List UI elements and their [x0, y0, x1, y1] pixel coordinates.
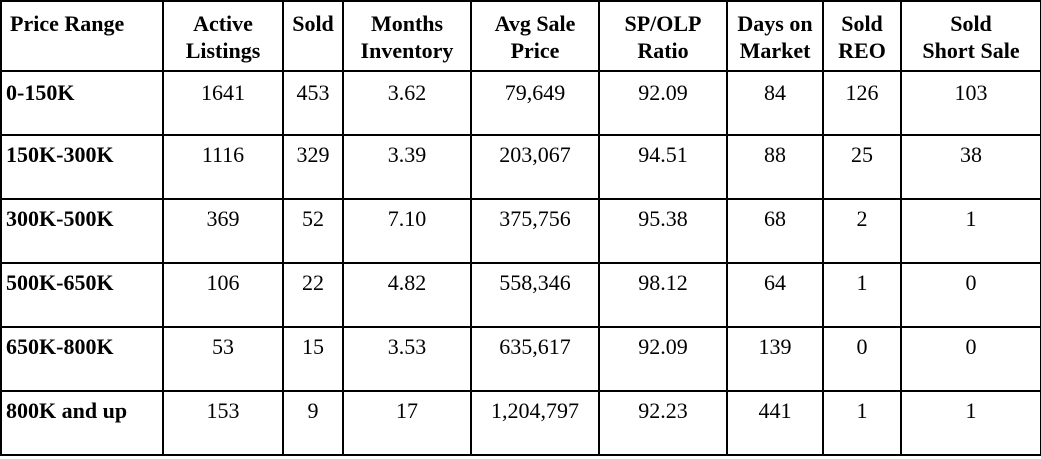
days-on-market-cell: 139: [726, 326, 824, 392]
sp-olp-ratio-cell: 92.09: [598, 70, 728, 136]
sp-olp-ratio-cell: 92.23: [598, 390, 728, 456]
months-inventory-cell: 17: [342, 390, 472, 456]
price-range-cell: 650K-800K: [0, 326, 164, 392]
sold-short-sale-cell: 0: [900, 262, 1041, 328]
sp-olp-ratio-cell: 98.12: [598, 262, 728, 328]
sold-cell: 9: [282, 390, 344, 456]
table-row: 800K and up 153 9 17 1,204,797 92.23 441…: [0, 390, 1041, 456]
header-line: Sold: [950, 11, 992, 36]
active-listings-cell: 106: [162, 262, 284, 328]
header-line: Days on: [737, 11, 813, 36]
active-listings-cell: 153: [162, 390, 284, 456]
sold-cell: 453: [282, 70, 344, 136]
active-listings-cell: 1116: [162, 134, 284, 200]
sold-reo-cell: 1: [822, 390, 902, 456]
active-listings-cell: 1641: [162, 70, 284, 136]
sold-reo-cell: 25: [822, 134, 902, 200]
months-inventory-cell: 4.82: [342, 262, 472, 328]
price-range-cell: 500K-650K: [0, 262, 164, 328]
sold-cell: 15: [282, 326, 344, 392]
active-listings-cell: 369: [162, 198, 284, 264]
sp-olp-ratio-cell: 95.38: [598, 198, 728, 264]
header-row: Price Range Active Listings Sold Months In…: [0, 0, 1041, 72]
price-range-cell: 300K-500K: [0, 198, 164, 264]
header-line: Months: [370, 11, 444, 36]
days-on-market-cell: 64: [726, 262, 824, 328]
header-line: Short Sale: [922, 38, 1020, 63]
price-range-cell: 800K and up: [0, 390, 164, 456]
sold-short-sale-cell: 1: [900, 198, 1041, 264]
sp-olp-ratio-cell: 94.51: [598, 134, 728, 200]
months-inventory-cell: 3.53: [342, 326, 472, 392]
avg-sale-price-cell: 1,204,797: [470, 390, 600, 456]
header-months-inventory: Months Inventory: [342, 0, 472, 72]
sold-reo-cell: 1: [822, 262, 902, 328]
price-range-cell: 150K-300K: [0, 134, 164, 200]
days-on-market-cell: 88: [726, 134, 824, 200]
sold-short-sale-cell: 38: [900, 134, 1041, 200]
header-sold-short-sale: Sold Short Sale: [900, 0, 1041, 72]
sold-reo-cell: 2: [822, 198, 902, 264]
days-on-market-cell: 84: [726, 70, 824, 136]
header-sp-olp-ratio: SP/OLP Ratio: [598, 0, 728, 72]
header-line: Market: [739, 38, 811, 63]
table-row: 500K-650K 106 22 4.82 558,346 98.12 64 1…: [0, 262, 1041, 328]
table-row: 0-150K 1641 453 3.62 79,649 92.09 84 126…: [0, 70, 1041, 136]
table-row: 650K-800K 53 15 3.53 635,617 92.09 139 0…: [0, 326, 1041, 392]
sold-cell: 52: [282, 198, 344, 264]
avg-sale-price-cell: 635,617: [470, 326, 600, 392]
table-row: 300K-500K 369 52 7.10 375,756 95.38 68 2…: [0, 198, 1041, 264]
days-on-market-cell: 441: [726, 390, 824, 456]
header-line: Ratio: [637, 38, 689, 63]
avg-sale-price-cell: 79,649: [470, 70, 600, 136]
sold-short-sale-cell: 0: [900, 326, 1041, 392]
header-line: REO: [838, 38, 886, 63]
header-active-listings: Active Listings: [162, 0, 284, 72]
header-sold-reo: Sold REO: [822, 0, 902, 72]
avg-sale-price-cell: 558,346: [470, 262, 600, 328]
header-line: Active: [193, 11, 253, 36]
sold-reo-cell: 126: [822, 70, 902, 136]
header-line: Price: [510, 38, 560, 63]
header-avg-sale-price: Avg Sale Price: [470, 0, 600, 72]
months-inventory-cell: 7.10: [342, 198, 472, 264]
header-line: Price Range: [10, 11, 125, 36]
header-sold: Sold: [282, 0, 344, 72]
header-line: Sold: [292, 11, 334, 36]
header-line: SP/OLP: [624, 11, 702, 36]
sp-olp-ratio-cell: 92.09: [598, 326, 728, 392]
sold-cell: 329: [282, 134, 344, 200]
table-row: 150K-300K 1116 329 3.39 203,067 94.51 88…: [0, 134, 1041, 200]
header-line: Sold: [841, 11, 883, 36]
months-inventory-cell: 3.39: [342, 134, 472, 200]
sold-short-sale-cell: 103: [900, 70, 1041, 136]
avg-sale-price-cell: 375,756: [470, 198, 600, 264]
sold-cell: 22: [282, 262, 344, 328]
avg-sale-price-cell: 203,067: [470, 134, 600, 200]
price-range-cell: 0-150K: [0, 70, 164, 136]
days-on-market-cell: 68: [726, 198, 824, 264]
active-listings-cell: 53: [162, 326, 284, 392]
sold-short-sale-cell: 1: [900, 390, 1041, 456]
header-line: Inventory: [360, 38, 454, 63]
header-line: Avg Sale: [494, 11, 576, 36]
months-inventory-cell: 3.62: [342, 70, 472, 136]
sold-reo-cell: 0: [822, 326, 902, 392]
header-line: Listings: [185, 38, 261, 63]
header-days-on-market: Days on Market: [726, 0, 824, 72]
header-price-range: Price Range: [0, 0, 164, 72]
